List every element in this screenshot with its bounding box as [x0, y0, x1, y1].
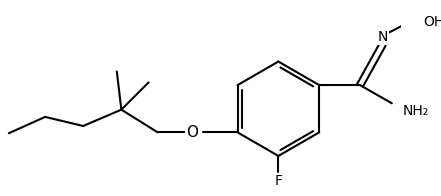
Text: OH: OH	[424, 15, 441, 29]
Text: NH₂: NH₂	[403, 103, 429, 118]
Text: F: F	[274, 174, 282, 188]
Text: N: N	[377, 30, 388, 44]
Text: O: O	[186, 125, 198, 140]
